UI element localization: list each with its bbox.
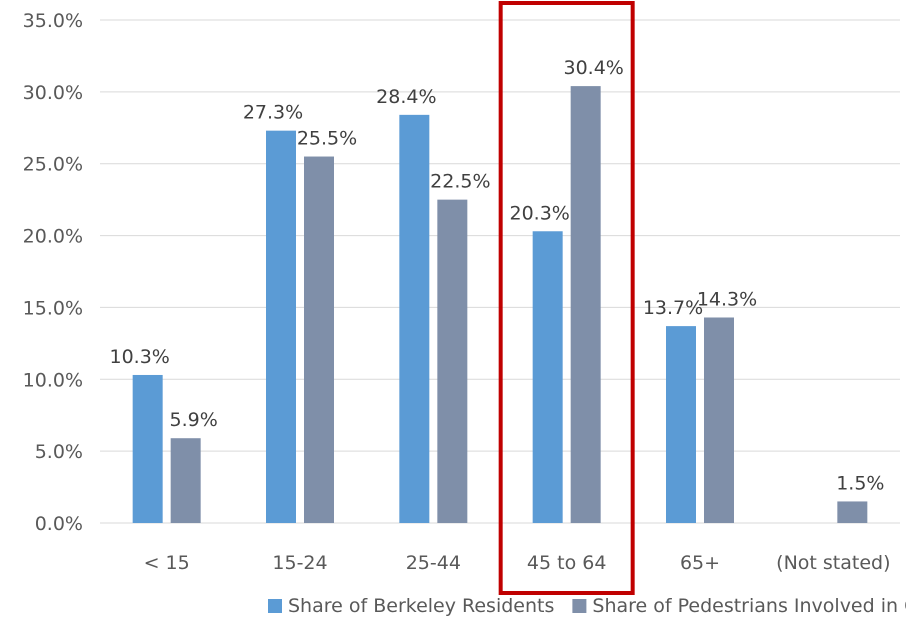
y-tick-label: 0.0% bbox=[35, 513, 83, 535]
data-label: 13.7% bbox=[643, 297, 703, 319]
bar-residents bbox=[666, 326, 696, 523]
bar-pedestrians bbox=[704, 317, 734, 523]
data-label: 5.9% bbox=[170, 409, 218, 431]
data-label: 14.3% bbox=[697, 288, 757, 310]
x-tick-label: < 15 bbox=[144, 552, 190, 574]
legend-swatch bbox=[572, 599, 587, 613]
data-label: 27.3% bbox=[243, 102, 303, 124]
bar-pedestrians bbox=[304, 156, 334, 523]
bars bbox=[132, 86, 868, 523]
bar-pedestrians bbox=[170, 438, 201, 523]
legend-swatch bbox=[268, 599, 282, 613]
data-label: 1.5% bbox=[836, 472, 884, 494]
data-label: 10.3% bbox=[109, 346, 169, 368]
y-tick-label: 30.0% bbox=[23, 82, 83, 104]
y-tick-label: 25.0% bbox=[23, 154, 83, 176]
data-label: 20.3% bbox=[509, 202, 569, 224]
bar-pedestrians bbox=[437, 199, 468, 523]
y-tick-label: 5.0% bbox=[35, 441, 83, 463]
x-tick-label: 15-24 bbox=[272, 552, 327, 574]
legend: Share of Berkeley Residents Share of Pede… bbox=[268, 595, 906, 617]
y-tick-label: 15.0% bbox=[23, 297, 83, 319]
bar-pedestrians bbox=[570, 86, 601, 523]
x-tick-label: 45 to 64 bbox=[527, 552, 607, 574]
legend-label: Share of Berkeley Residents bbox=[288, 595, 554, 617]
highlight-rect bbox=[498, 1, 635, 595]
y-axis-ticks: 0.0% 5.0% 10.0% 15.0% 20.0% 25.0% 30.0% 35.0% bbox=[23, 10, 83, 535]
legend-label: Share of Pedestrians Involved in Collisi… bbox=[592, 595, 906, 617]
data-label: 30.4% bbox=[563, 57, 623, 79]
highlight-box bbox=[498, 1, 635, 595]
x-tick-label: 65+ bbox=[680, 552, 720, 574]
data-label: 25.5% bbox=[297, 128, 357, 150]
data-label: 28.4% bbox=[376, 86, 436, 108]
bar-residents bbox=[399, 114, 430, 523]
data-labels: 10.3% 5.9% 27.3% 25.5% 28.4% 22.5% 20.3% 30.4% 1… bbox=[109, 57, 884, 494]
x-tick-label: (Not stated) bbox=[776, 552, 890, 574]
data-label: 22.5% bbox=[430, 171, 490, 193]
y-tick-label: 20.0% bbox=[23, 226, 83, 248]
bar-pedestrians bbox=[837, 501, 868, 523]
y-tick-label: 35.0% bbox=[23, 10, 83, 32]
y-tick-label: 10.0% bbox=[23, 369, 83, 391]
bar-residents bbox=[266, 130, 296, 523]
x-axis-ticks: < 15 15-24 25-44 45 to 64 65+ (Not stated) bbox=[144, 552, 891, 574]
bar-residents bbox=[132, 374, 163, 523]
x-tick-label: 25-44 bbox=[406, 552, 461, 574]
bar-residents bbox=[532, 231, 563, 523]
